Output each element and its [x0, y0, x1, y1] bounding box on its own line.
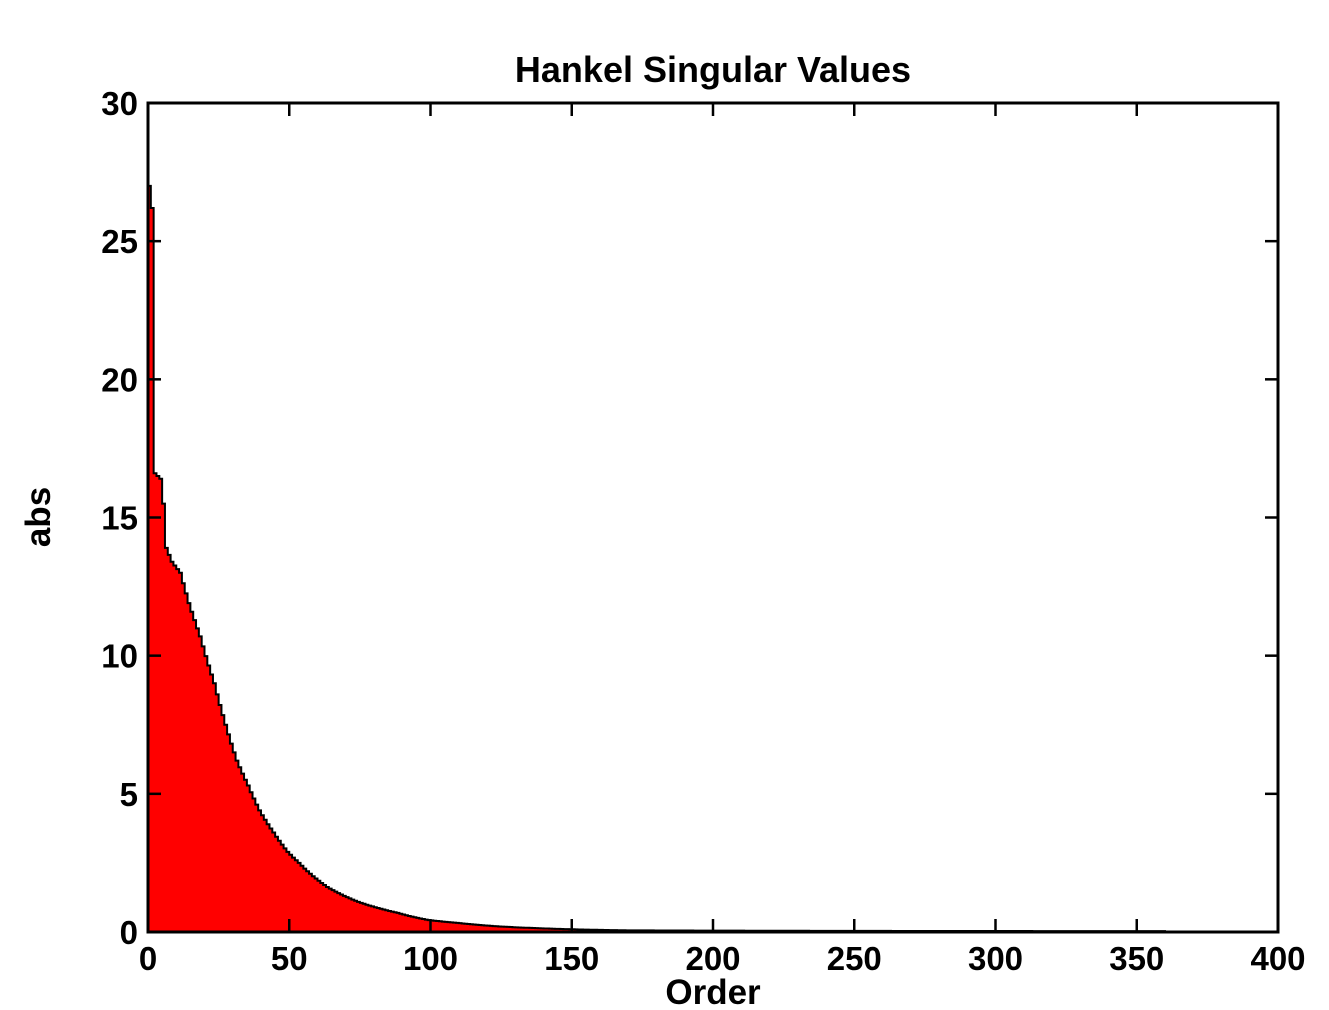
y-tick-label: 20 [101, 361, 138, 398]
y-tick-labels: 0 5 10 15 20 25 30 [101, 85, 138, 951]
x-tick-label: 350 [1109, 940, 1164, 977]
x-tick-label: 250 [827, 940, 882, 977]
singular-value-bars [147, 184, 1166, 933]
x-axis-label: Order [665, 973, 761, 1010]
x-tick-label: 100 [403, 940, 458, 977]
x-tick-labels: 0 50 100 150 200 250 300 350 400 [139, 940, 1306, 977]
x-tick-label: 300 [968, 940, 1023, 977]
y-tick-label: 15 [101, 500, 138, 537]
chart-title: Hankel Singular Values [515, 49, 911, 90]
y-tick-label: 5 [120, 776, 138, 813]
axis-ticks [146, 101, 1280, 934]
y-tick-label: 10 [101, 638, 138, 675]
x-tick-label: 150 [544, 940, 599, 977]
y-tick-label: 25 [101, 223, 138, 260]
x-tick-label: 400 [1250, 940, 1305, 977]
y-tick-label: 0 [120, 914, 138, 951]
axes-box [146, 101, 1280, 934]
y-tick-label: 30 [101, 85, 138, 122]
x-tick-label: 50 [271, 940, 308, 977]
y-axis-label: abs [19, 487, 58, 547]
x-tick-label: 200 [685, 940, 740, 977]
x-tick-label: 0 [139, 940, 157, 977]
